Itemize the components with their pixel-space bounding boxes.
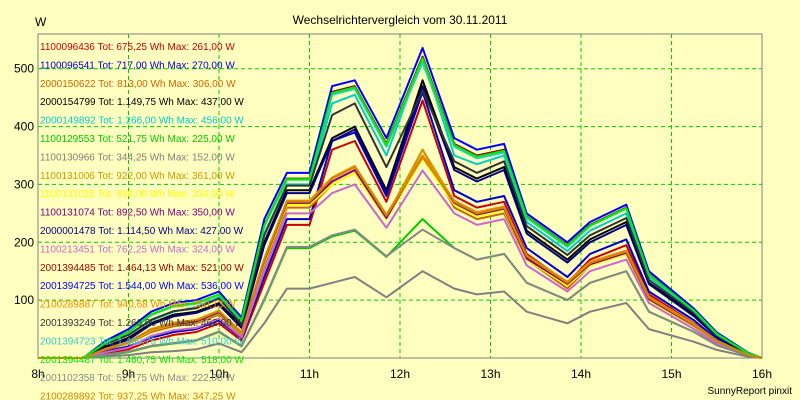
x-tick-label: 11h — [300, 367, 319, 381]
x-tick-label: 9h — [122, 367, 135, 381]
legend-entry: 2000001478 Tot: 1.114,50 Wh Max: 427,00 … — [40, 226, 244, 237]
y-tick-label: 400 — [14, 120, 34, 134]
legend-entry: 1100096541 Tot: 717,00 Wh Max: 270,00 W — [40, 60, 235, 71]
x-tick-label: 15h — [661, 367, 681, 381]
legend-entry: 2001393249 Tot: 1.266,00 Wh Max: 462,00 … — [40, 318, 244, 329]
legend-entry: 2100289892 Tot: 937,25 Wh Max: 347,25 W — [40, 392, 236, 400]
y-axis-unit-label: W — [35, 15, 47, 29]
x-tick-label: 12h — [390, 367, 410, 381]
y-tick-label: 100 — [14, 293, 34, 307]
series-line — [38, 89, 763, 359]
legend-entry: 1100129553 Tot: 521,75 Wh Max: 225,00 W — [40, 134, 235, 145]
series-line — [38, 85, 763, 359]
legend-entry: 2001394723 Tot: 1.460,75 Wh Max: 510,00 … — [40, 336, 244, 347]
legend-entry: 1100213451 Tot: 762,25 Wh Max: 324,00 W — [40, 244, 235, 255]
series-line — [38, 57, 763, 359]
x-tick-label: 10h — [209, 367, 229, 381]
series-line — [38, 169, 763, 359]
legend-entry: 2001394725 Tot: 1.544,00 Wh Max: 536,00 … — [40, 281, 244, 292]
legend-entry: 2001394487 Tot: 1.460,75 Wh Max: 518,00 … — [40, 355, 244, 366]
legend-entry: 2000154799 Tot: 1.149,75 Wh Max: 437,00 … — [40, 97, 244, 108]
series-line — [38, 90, 763, 359]
y-tick-label: 500 — [14, 62, 34, 76]
chart-credit: SunnyReport pinxit — [708, 386, 793, 397]
series-line — [38, 46, 763, 359]
legend-entry: 1100131025 Tot: 898,00 Wh Max: 334,00 W — [40, 189, 235, 200]
plot-frame — [37, 33, 763, 359]
series-line — [38, 156, 763, 359]
legend-entry: 1100131006 Tot: 922,00 Wh Max: 361,00 W — [40, 171, 235, 182]
chart-title: Wechselrichtervergleich vom 30.11.2011 — [293, 13, 508, 27]
x-tick-label: 8h — [31, 367, 44, 381]
series-line — [38, 99, 763, 359]
x-tick-label: 13h — [480, 367, 500, 381]
y-tick-label: 200 — [14, 235, 34, 249]
y-tick-label: 300 — [14, 177, 34, 191]
legend-entry: 2000150622 Tot: 813,00 Wh Max: 306,00 W — [40, 79, 236, 90]
legend-entry: 2001394485 Tot: 1.464,13 Wh Max: 521,00 … — [40, 263, 244, 274]
legend-entry: 2001102358 Tot: 527,75 Wh Max: 222,00 W — [40, 373, 235, 384]
x-tick-label: 16h — [752, 367, 772, 381]
series-line — [38, 228, 763, 359]
x-tick-label: 14h — [571, 367, 591, 381]
legend-entry: 1100131074 Tot: 892,50 Wh Max: 350,00 W — [40, 208, 235, 219]
plot-area: 100 200 300 400 500 8h 9h 10h 11h 12h 13h 14h 15h 16h… — [14, 33, 772, 400]
legend-entry: 1100130966 Tot: 344,25 Wh Max: 152,00 W — [40, 152, 235, 163]
legend-entry: 1100096436 Tot: 675,25 Wh Max: 261,00 W — [40, 42, 235, 53]
legend-entry: 2100289887 Tot: 940,68 Wh Max: 350,13 W — [40, 300, 236, 311]
series-line — [38, 270, 763, 359]
legend-entry: 2000149892 Tot: 1.266,00 Wh Max: 456,00 … — [40, 116, 244, 127]
